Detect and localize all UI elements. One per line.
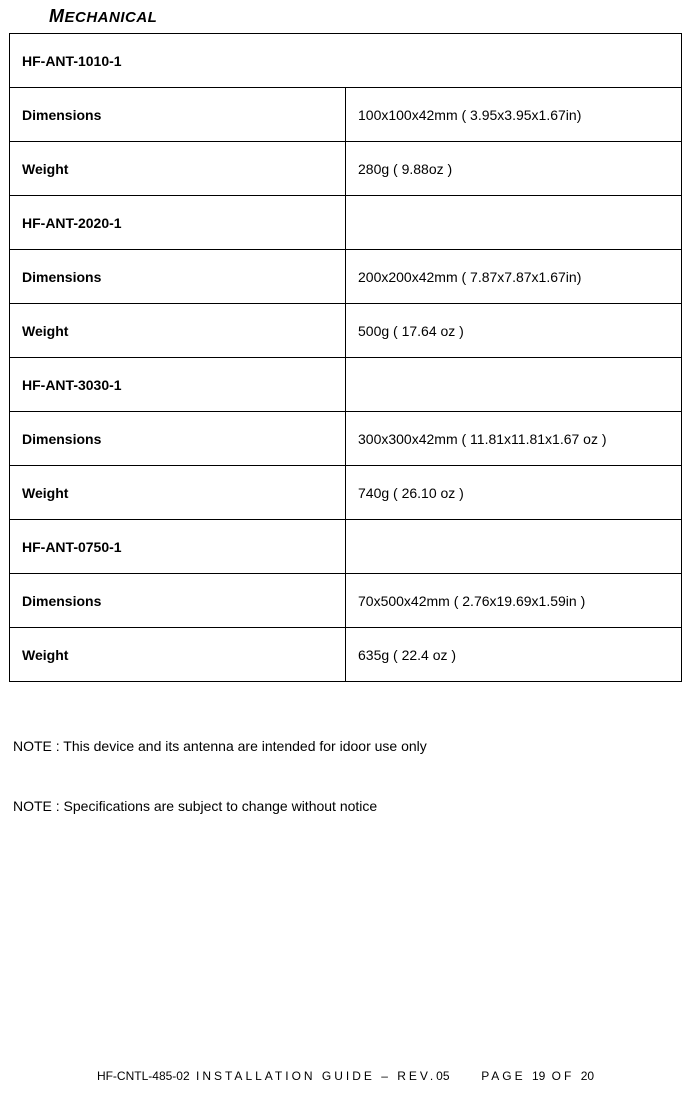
table-row: Dimensions200x200x42mm ( 7.87x7.87x1.67i… [10,250,682,304]
heading-rest: ECHANICAL [65,9,158,26]
heading-first-letter: M [49,6,65,26]
table-row: Dimensions100x100x42mm ( 3.95x3.95x1.67i… [10,88,682,142]
footer-prefix: HF-CNTL- [97,1069,152,1083]
table-value-cell: 280g ( 9.88oz ) [346,142,682,196]
footer-num4: 20 [581,1069,594,1083]
footer-mid4: OF [545,1069,580,1083]
spec-table-body: HF-ANT-1010-1Dimensions100x100x42mm ( 3.… [10,34,682,682]
table-header-cell: HF-ANT-1010-1 [10,34,682,88]
table-label-cell: Dimensions [10,574,346,628]
table-value-cell: 740g ( 26.10 oz ) [346,466,682,520]
table-label-cell: Dimensions [10,412,346,466]
table-label-cell: Weight [10,304,346,358]
table-label-cell: HF-ANT-3030-1 [10,358,346,412]
table-value-cell: 500g ( 17.64 oz ) [346,304,682,358]
table-label-cell: HF-ANT-2020-1 [10,196,346,250]
table-row: HF-ANT-1010-1 [10,34,682,88]
footer-mid3: PAGE [481,1069,532,1083]
table-row: Weight635g ( 22.4 oz ) [10,628,682,682]
table-row: HF-ANT-3030-1 [10,358,682,412]
table-label-cell: Dimensions [10,250,346,304]
table-label-cell: Weight [10,628,346,682]
footer-num2: 05 [436,1069,449,1083]
table-value-cell: 100x100x42mm ( 3.95x3.95x1.67in) [346,88,682,142]
note-1: NOTE : This device and its antenna are i… [13,738,682,754]
footer-num1: 02 [176,1069,189,1083]
table-row: Dimensions70x500x42mm ( 2.76x19.69x1.59i… [10,574,682,628]
spec-table: HF-ANT-1010-1Dimensions100x100x42mm ( 3.… [9,33,682,682]
table-row: Weight740g ( 26.10 oz ) [10,466,682,520]
table-row: HF-ANT-0750-1 [10,520,682,574]
table-value-cell: 200x200x42mm ( 7.87x7.87x1.67in) [346,250,682,304]
table-label-cell: Weight [10,142,346,196]
footer-num3: 19 [532,1069,545,1083]
footer-mid2: INSTALLATION GUIDE – REV. [190,1069,437,1083]
table-row: Dimensions300x300x42mm ( 11.81x11.81x1.6… [10,412,682,466]
table-label-cell: Dimensions [10,88,346,142]
table-value-cell [346,358,682,412]
table-value-cell: 70x500x42mm ( 2.76x19.69x1.59in ) [346,574,682,628]
page: MECHANICAL HF-ANT-1010-1Dimensions100x10… [0,6,691,1105]
footer-mid1: 485- [152,1069,176,1083]
note-2: NOTE : Specifications are subject to cha… [13,798,682,814]
table-row: Weight280g ( 9.88oz ) [10,142,682,196]
table-value-cell: 635g ( 22.4 oz ) [346,628,682,682]
table-row: HF-ANT-2020-1 [10,196,682,250]
footer-gap [450,1069,482,1083]
table-value-cell [346,520,682,574]
table-value-cell [346,196,682,250]
section-heading: MECHANICAL [49,6,682,27]
table-label-cell: Weight [10,466,346,520]
table-row: Weight500g ( 17.64 oz ) [10,304,682,358]
table-label-cell: HF-ANT-0750-1 [10,520,346,574]
table-value-cell: 300x300x42mm ( 11.81x11.81x1.67 oz ) [346,412,682,466]
page-footer: HF-CNTL-485-02 INSTALLATION GUIDE – REV.… [0,1069,691,1083]
